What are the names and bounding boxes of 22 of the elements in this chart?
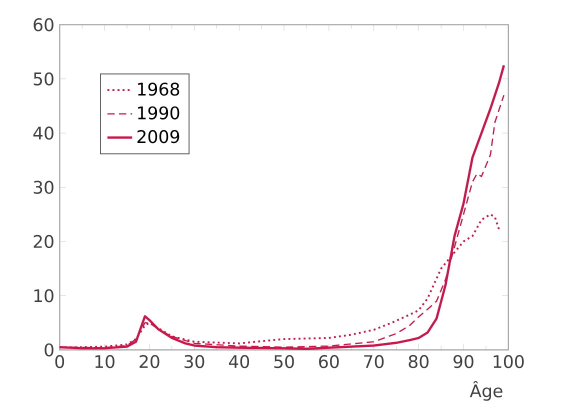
x-tick-label: 70: [364, 354, 384, 368]
y-tick-label: 60: [34, 18, 54, 32]
legend-label: 1990: [138, 106, 180, 120]
x-tick-label: 40: [228, 354, 250, 368]
legend-label: 1968: [138, 82, 180, 96]
y-tick-label: 20: [34, 234, 54, 248]
y-tick-label: 0: [44, 343, 54, 356]
x-tick-label: 30: [184, 354, 204, 368]
y-tick-label: 10: [34, 288, 54, 302]
y-tick-label: 50: [34, 72, 54, 86]
x-axis-title: Âge: [470, 380, 502, 401]
x-tick-label: 50: [274, 354, 294, 368]
x-tick-label: 60: [319, 354, 339, 368]
x-tick-label: 10: [95, 354, 114, 368]
x-tick-label: 80: [408, 354, 429, 368]
x-tick-label: 100: [494, 354, 524, 368]
x-tick-label: 90: [454, 354, 474, 368]
x-tick-label: 20: [140, 354, 160, 368]
y-tick-label: 40: [33, 126, 54, 140]
legend-label: 2009: [137, 130, 180, 143]
y-tick-label: 30: [34, 180, 54, 194]
x-tick-label: 0: [55, 354, 64, 368]
